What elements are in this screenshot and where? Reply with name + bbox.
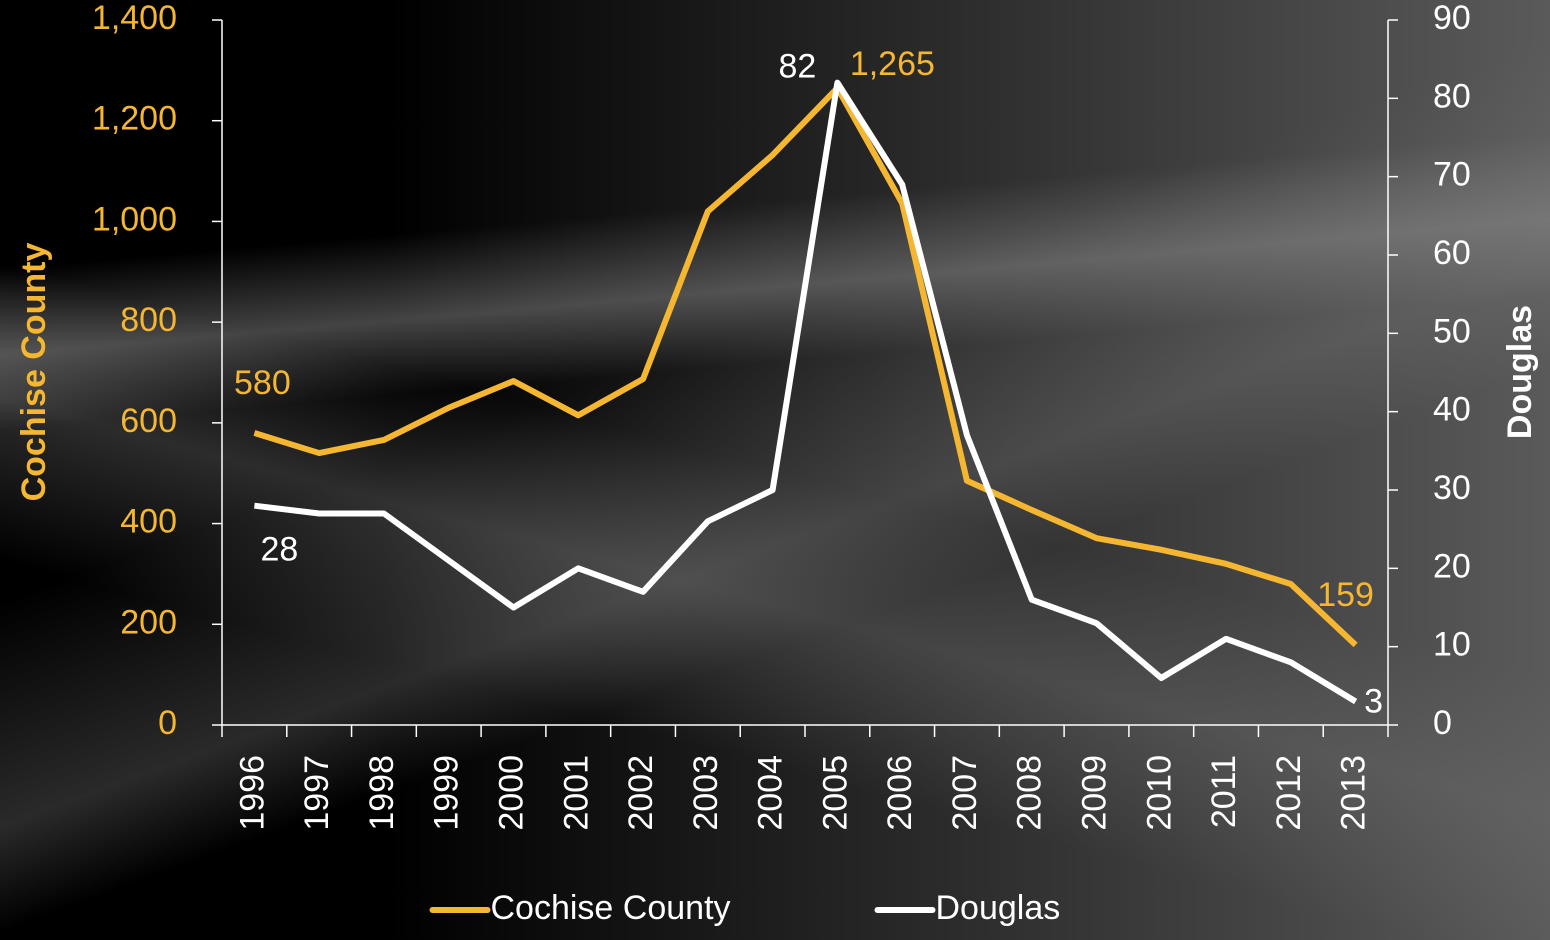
x-tick-label: 2003 bbox=[687, 755, 725, 831]
y-tick-label: 800 bbox=[120, 301, 177, 339]
y-tick-label: 1,200 bbox=[92, 100, 177, 138]
y2-tick-label: 20 bbox=[1433, 547, 1471, 585]
x-tick-label: 1996 bbox=[233, 755, 271, 831]
x-tick-label: 2011 bbox=[1205, 755, 1243, 828]
x-tick-label: 2012 bbox=[1270, 755, 1308, 831]
y2-tick-label: 0 bbox=[1433, 704, 1452, 742]
x-tick-label: 2009 bbox=[1075, 755, 1113, 831]
y-tick-label: 0 bbox=[158, 704, 177, 742]
x-tick-label: 2006 bbox=[881, 755, 919, 831]
legend-label: Cochise County bbox=[491, 889, 731, 927]
data-label: 159 bbox=[1317, 576, 1374, 614]
x-tick-label: 2001 bbox=[557, 755, 595, 831]
x-tick-label: 2013 bbox=[1335, 755, 1373, 831]
x-tick-label: 2008 bbox=[1011, 755, 1049, 831]
x-tick-label: 1999 bbox=[428, 755, 466, 831]
data-label: 3 bbox=[1364, 682, 1383, 720]
y2-tick-label: 90 bbox=[1433, 0, 1471, 37]
y2-tick-label: 40 bbox=[1433, 391, 1471, 429]
data-label: 28 bbox=[260, 531, 298, 569]
y2-tick-label: 30 bbox=[1433, 469, 1471, 507]
series-line bbox=[253, 84, 1358, 648]
data-label: 1,265 bbox=[850, 45, 935, 83]
x-tick-label: 1997 bbox=[298, 755, 336, 831]
series-line bbox=[254, 79, 1358, 705]
x-tick-label: 2007 bbox=[946, 755, 984, 831]
y-tick-label: 1,000 bbox=[92, 200, 177, 238]
y-tick-label: 400 bbox=[120, 503, 177, 541]
data-label: 82 bbox=[778, 48, 816, 86]
y2-tick-label: 60 bbox=[1433, 234, 1471, 272]
x-tick-label: 2000 bbox=[492, 755, 530, 831]
y2-axis-title: Douglas bbox=[1501, 305, 1539, 439]
x-tick-label: 2005 bbox=[816, 755, 854, 831]
x-tick-label: 2010 bbox=[1140, 755, 1178, 831]
data-label: 580 bbox=[234, 364, 291, 402]
y-tick-label: 200 bbox=[120, 603, 177, 641]
x-tick-label: 2004 bbox=[752, 755, 790, 831]
y2-tick-label: 50 bbox=[1433, 312, 1471, 350]
y2-tick-label: 70 bbox=[1433, 156, 1471, 194]
y2-tick-label: 80 bbox=[1433, 77, 1471, 115]
y2-tick-label: 10 bbox=[1433, 626, 1471, 664]
x-tick-label: 2002 bbox=[622, 755, 660, 831]
y-tick-label: 600 bbox=[120, 402, 177, 440]
y-axis-title: Cochise County bbox=[15, 243, 53, 502]
legend-label: Douglas bbox=[936, 889, 1061, 927]
y-tick-label: 1,400 bbox=[92, 0, 177, 37]
x-tick-label: 1998 bbox=[363, 755, 401, 831]
